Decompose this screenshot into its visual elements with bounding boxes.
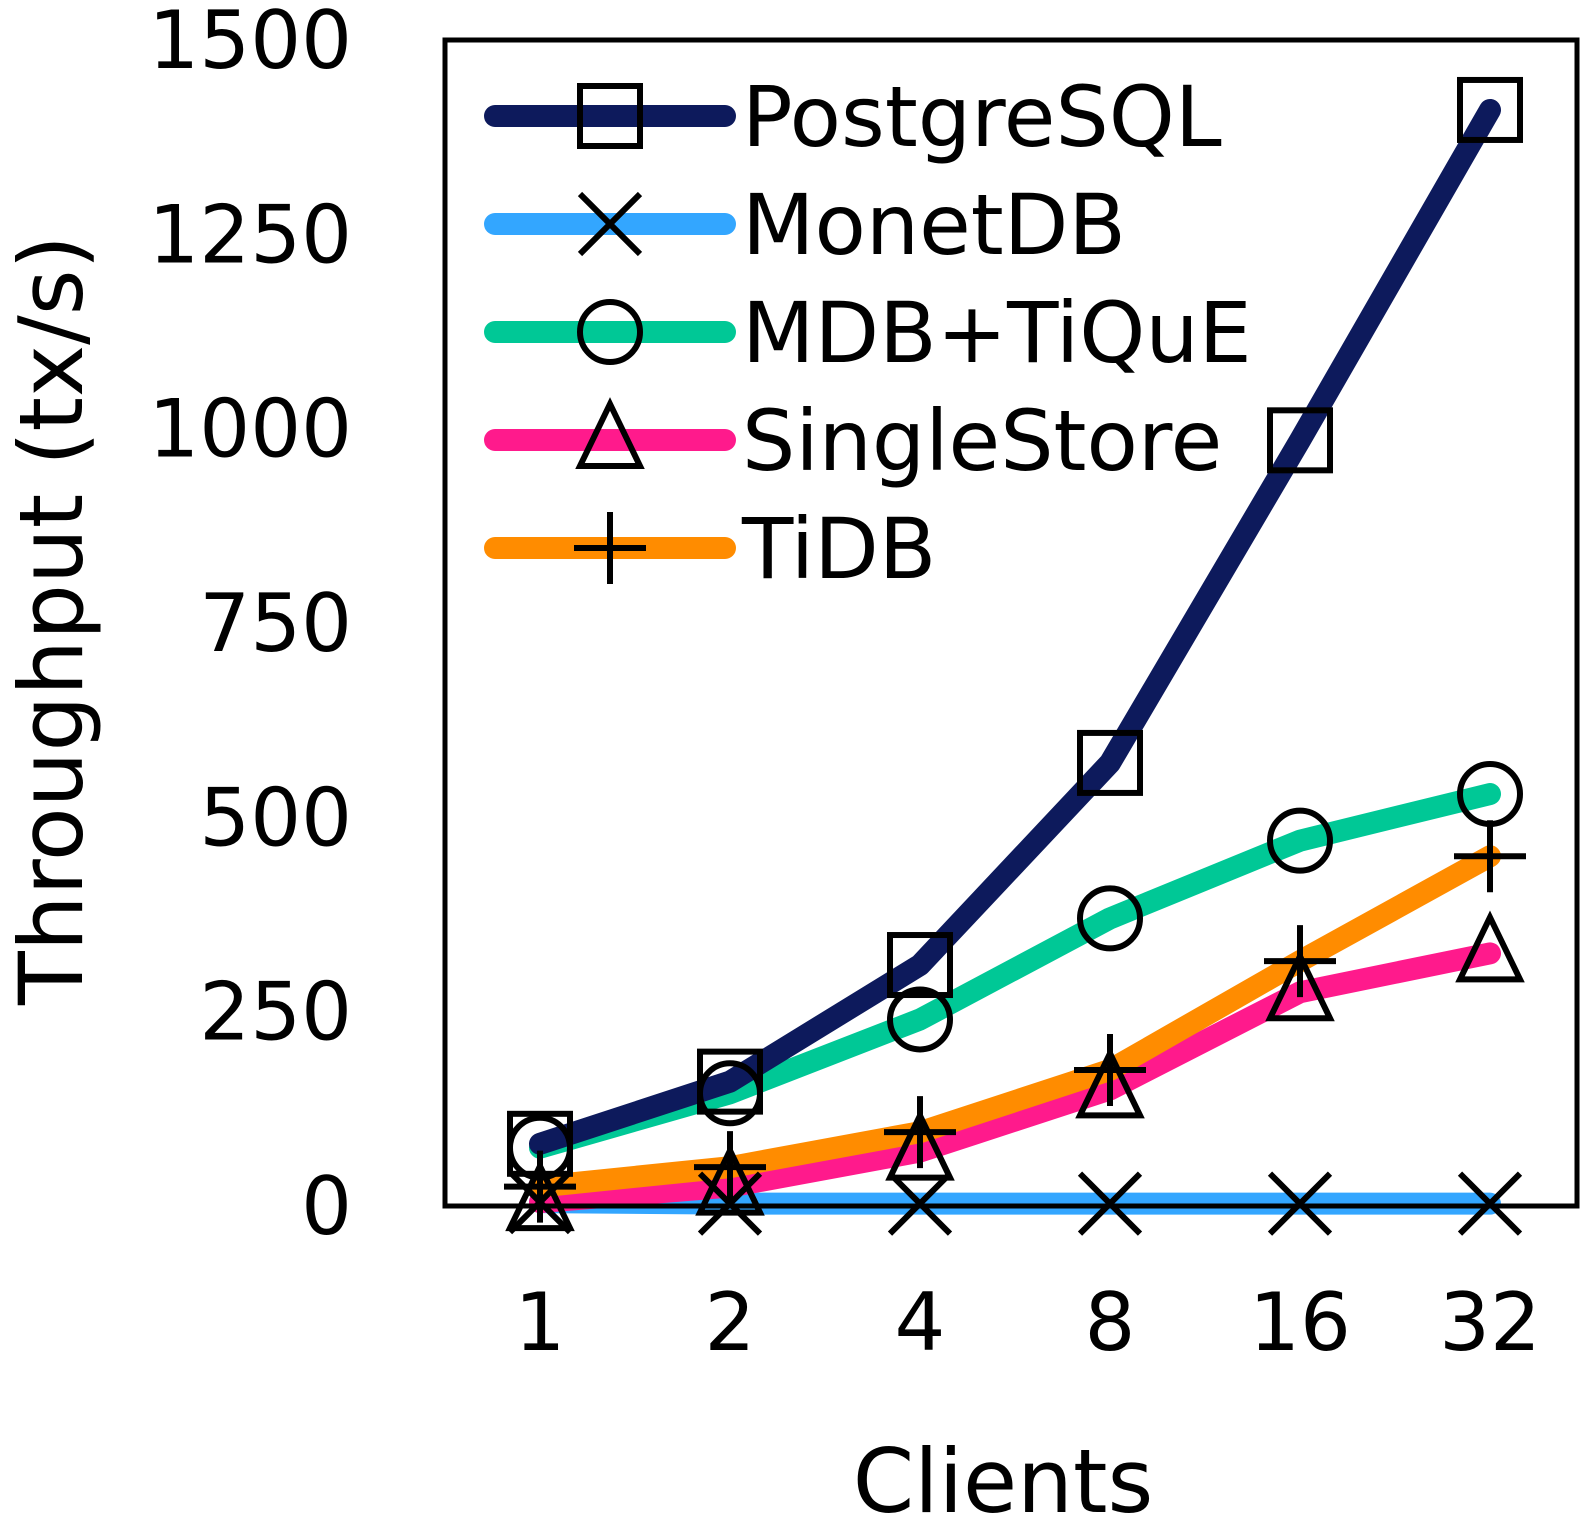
x-tick-label: 2 xyxy=(705,1276,756,1369)
data-point-square xyxy=(507,1110,573,1177)
data-point-circle xyxy=(887,986,953,1053)
y-tick-label: 1500 xyxy=(148,0,352,87)
series-line-tidb xyxy=(529,845,1501,1198)
y-tick-labels: 0 250 500 750 1000 1250 1500 xyxy=(148,0,352,1253)
data-point-triangle xyxy=(1455,910,1525,983)
data-point-triangle xyxy=(1265,949,1335,1022)
legend-marker-triangle xyxy=(575,397,645,469)
y-tick-label: 1250 xyxy=(148,188,352,281)
data-point-circle xyxy=(1457,761,1523,828)
legend-label: MDB+TiQuE xyxy=(742,284,1252,382)
x-tick-label: 4 xyxy=(895,1276,946,1369)
legend-label: MonetDB xyxy=(742,176,1126,274)
x-tick-label: 8 xyxy=(1085,1276,1136,1369)
legend-marker-circle xyxy=(577,299,643,365)
plot-frame xyxy=(442,37,1580,1209)
x-axis-label: Clients xyxy=(853,1430,1154,1533)
data-point-circle xyxy=(1077,885,1143,952)
data-point-plus xyxy=(884,1096,956,1169)
legend-label: TiDB xyxy=(741,500,936,598)
data-point-square xyxy=(1267,407,1333,474)
data-point-plus xyxy=(504,1150,576,1223)
legend: PostgreSQL MonetDB MDB+TiQuE SingleStore TiD… xyxy=(484,68,1252,598)
data-point-square xyxy=(887,932,953,999)
legend-marker-square xyxy=(577,83,643,149)
legend-marker-plus xyxy=(574,512,646,584)
data-point-triangle xyxy=(505,1159,575,1232)
data-point-plus xyxy=(1074,1033,1146,1106)
series-line-monetdb xyxy=(529,1191,1501,1215)
data-point-triangle xyxy=(885,1108,955,1181)
data-point-circle xyxy=(1267,807,1333,874)
data-point-plus xyxy=(694,1131,766,1204)
y-tick-label: 250 xyxy=(199,966,352,1059)
legend-label: PostgreSQL xyxy=(742,68,1222,166)
x-tick-labels: 1 2 4 8 16 32 xyxy=(515,1276,1541,1369)
y-tick-label: 0 xyxy=(301,1160,352,1253)
legend-marker-x xyxy=(577,191,643,257)
x-tick-label: 1 xyxy=(515,1276,566,1369)
data-point-triangle xyxy=(1075,1046,1145,1119)
x-tick-label: 32 xyxy=(1439,1276,1541,1369)
y-axis-label: Throughput (tx/s) xyxy=(0,235,103,1006)
data-point-square xyxy=(1077,729,1143,796)
y-tick-label: 750 xyxy=(199,577,352,670)
y-tick-label: 1000 xyxy=(148,383,352,476)
data-point-plus xyxy=(1454,820,1526,893)
y-tick-label: 500 xyxy=(199,771,352,864)
data-point-plus xyxy=(1264,925,1336,998)
legend-label: SingleStore xyxy=(742,392,1222,490)
data-point-triangle xyxy=(695,1143,765,1216)
series-line-singlestore xyxy=(529,942,1501,1214)
x-tick-label: 16 xyxy=(1249,1276,1351,1369)
series-lines xyxy=(529,98,1501,1215)
data-point-square xyxy=(1457,76,1523,143)
data-point-square xyxy=(697,1048,763,1115)
